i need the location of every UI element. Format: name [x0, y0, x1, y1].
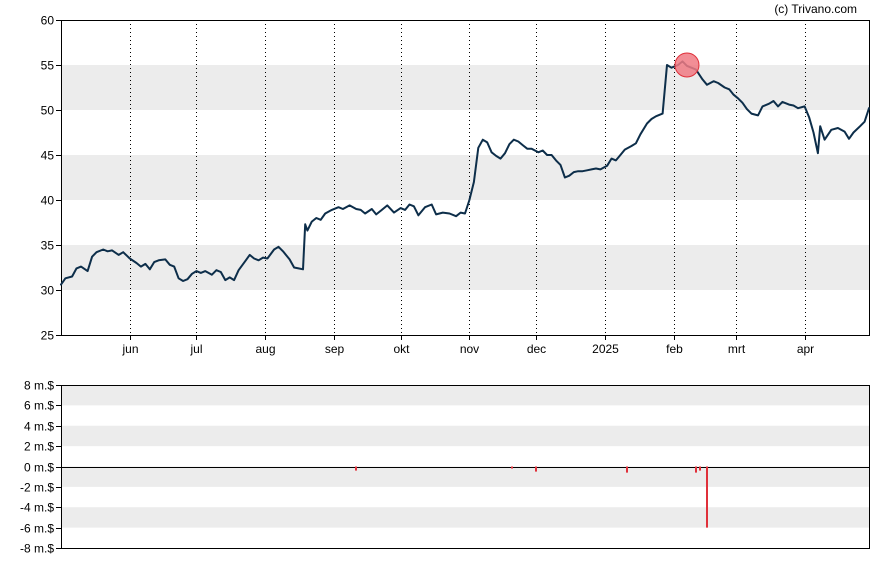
y-tick-label: 30: [41, 284, 55, 298]
x-tick-label: nov: [460, 342, 479, 356]
y-tick-label: 35: [41, 239, 55, 253]
price-line: [60, 60, 870, 286]
volume-band: [61, 385, 869, 406]
volume-y-tick-label: -8 m.$: [20, 542, 54, 556]
x-tick-label: jul: [189, 342, 202, 356]
price-band: [61, 155, 869, 200]
volume-band: [61, 466, 869, 487]
volume-y-tick-label: -4 m.$: [20, 501, 54, 515]
x-tick-label: apr: [797, 342, 814, 356]
volume-y-tick-label: 4 m.$: [24, 420, 54, 434]
price-panel: jun jul aug sep okt nov dec 2025 feb mrt apr 25 30 35…: [41, 14, 870, 356]
volume-bar: [699, 466, 701, 471]
y-tick-label: 40: [41, 194, 55, 208]
volume-y-tick-label: -6 m.$: [20, 522, 54, 536]
volume-bar: [695, 466, 697, 473]
highlight-marker: [674, 52, 700, 78]
price-plot-frame: [61, 20, 870, 336]
volume-bar: [511, 466, 513, 469]
volume-y-tick-label: 2 m.$: [24, 440, 54, 454]
volume-y-tick-label: 8 m.$: [24, 379, 54, 393]
x-tick-label: sep: [325, 342, 345, 356]
x-tick-label: mrt: [728, 342, 746, 356]
x-tick-label: 2025: [592, 342, 619, 356]
copyright-label: (c) Trivano.com: [774, 2, 857, 16]
volume-bar: [535, 466, 537, 472]
volume-band: [61, 425, 869, 447]
x-tick-label: okt: [393, 342, 410, 356]
volume-bar: [626, 466, 628, 473]
volume-band: [61, 507, 869, 528]
y-tick-label: 25: [41, 329, 55, 343]
volume-bar: [706, 466, 708, 528]
price-band: [61, 245, 869, 290]
y-tick-label: 55: [41, 59, 55, 73]
y-tick-label: 50: [41, 104, 55, 118]
volume-y-tick-label: 0 m.$: [24, 461, 54, 475]
volume-y-tick-label: -2 m.$: [20, 481, 54, 495]
volume-y-tick-label: 6 m.$: [24, 399, 54, 413]
x-tick-label: feb: [666, 342, 683, 356]
volume-bar: [355, 466, 357, 471]
volume-plot-frame: [61, 385, 870, 549]
y-tick-label: 60: [41, 14, 55, 28]
y-tick-label: 45: [41, 149, 55, 163]
volume-panel: 8 m.$ 6 m.$ 4 m.$ 2 m.$ 0 m.$ -2 m.$ -4 m.$ -6 …: [20, 379, 870, 556]
price-band: [61, 65, 869, 110]
x-tick-label: jun: [121, 342, 138, 356]
x-tick-label: aug: [255, 342, 275, 356]
x-tick-label: dec: [527, 342, 546, 356]
